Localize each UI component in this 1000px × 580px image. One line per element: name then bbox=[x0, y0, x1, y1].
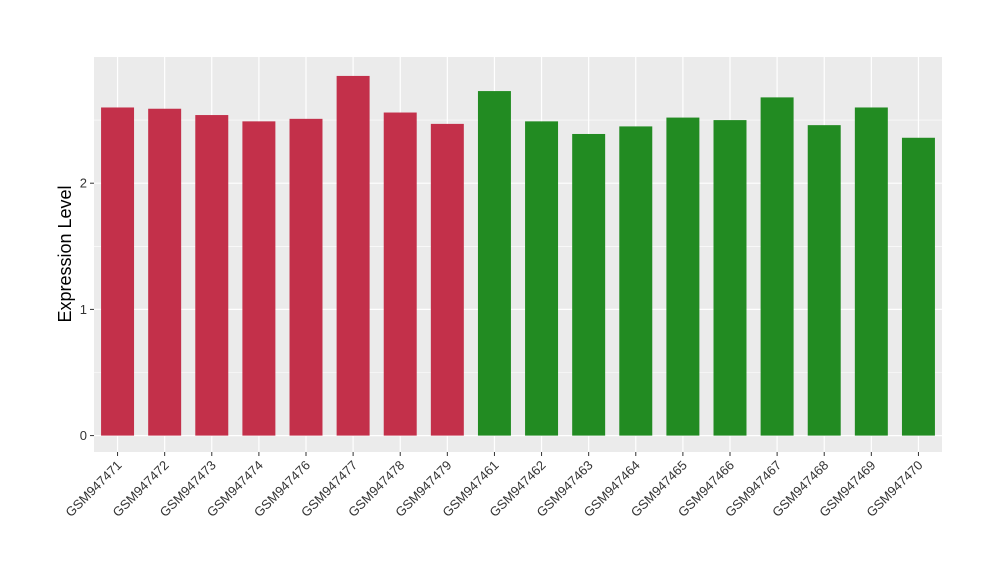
bar-GSM947472 bbox=[148, 108, 182, 436]
y-tick-label: 1 bbox=[80, 302, 87, 317]
bar-GSM947477 bbox=[336, 75, 370, 436]
bar-GSM947463 bbox=[572, 133, 606, 436]
bars bbox=[101, 75, 935, 436]
bar-GSM947468 bbox=[807, 125, 841, 436]
y-axis-title: Expression Level bbox=[55, 185, 75, 322]
bar-GSM947465 bbox=[666, 117, 700, 436]
bar-GSM947467 bbox=[760, 97, 794, 436]
bar-GSM947470 bbox=[901, 137, 935, 436]
bar-GSM947478 bbox=[383, 112, 417, 436]
bar-GSM947474 bbox=[242, 121, 276, 436]
bar-GSM947471 bbox=[101, 107, 135, 436]
bar-GSM947476 bbox=[289, 118, 323, 436]
bar-GSM947473 bbox=[195, 115, 229, 436]
bar-GSM947464 bbox=[619, 126, 653, 436]
y-tick-label: 0 bbox=[80, 428, 87, 443]
y-tick-label: 2 bbox=[80, 176, 87, 191]
bar-GSM947479 bbox=[430, 123, 464, 436]
bar-GSM947469 bbox=[854, 107, 888, 436]
bar-GSM947466 bbox=[713, 120, 747, 436]
plot-panel bbox=[94, 57, 942, 452]
bar-GSM947461 bbox=[477, 91, 511, 436]
bar-GSM947462 bbox=[525, 121, 559, 436]
